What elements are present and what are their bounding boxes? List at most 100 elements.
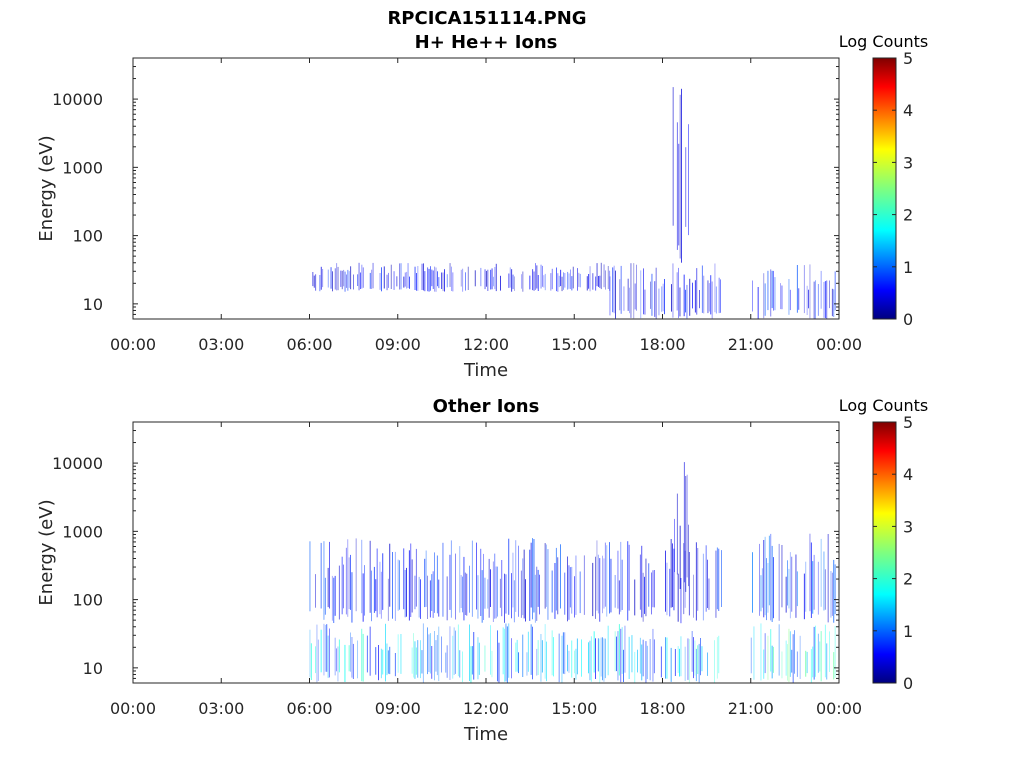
data-streak (666, 637, 668, 679)
data-streak (546, 641, 547, 682)
data-streak (400, 263, 402, 290)
data-streak (344, 271, 346, 292)
data-streak (768, 535, 770, 606)
data-streak (707, 280, 709, 314)
data-streak (757, 287, 759, 319)
data-streak (781, 545, 783, 608)
data-streak (558, 633, 560, 683)
data-streak (599, 275, 601, 288)
data-streak (701, 646, 703, 672)
data-streak (393, 271, 395, 290)
data-streak (681, 88, 682, 263)
data-streak (785, 576, 787, 613)
data-streak (491, 650, 493, 678)
data-streak (533, 271, 535, 291)
data-streak (315, 574, 316, 608)
data-streak (720, 279, 721, 313)
data-streak (791, 556, 793, 612)
data-streak (449, 626, 451, 680)
data-streak (381, 267, 382, 292)
data-streak (358, 262, 360, 291)
data-streak (417, 640, 419, 678)
data-streak (452, 272, 454, 292)
data-streak (547, 549, 549, 620)
data-streak (537, 640, 539, 675)
data-streak (413, 633, 414, 678)
data-streak (385, 623, 386, 682)
data-streak (512, 552, 514, 608)
data-streak (508, 623, 510, 678)
data-streak (369, 540, 371, 613)
data-streak (530, 542, 532, 608)
panel-2: Other Ions 00:00 03:00 06:00 09:00 12:00 15:00… (36, 396, 928, 745)
data-streak (773, 646, 774, 673)
data-streak (716, 547, 718, 610)
data-streak (575, 648, 577, 680)
data-streak (815, 280, 816, 319)
data-streak (319, 275, 321, 292)
panel-1: H+ He++ Ions 00:00 03:00 06:00 09:00 12:00 15:… (36, 32, 928, 381)
data-streak (483, 553, 484, 620)
data-streak (633, 263, 635, 319)
data-streak (831, 288, 833, 317)
data-streak (794, 630, 795, 674)
data-streak (617, 631, 619, 681)
data-streak (449, 263, 451, 287)
data-streak (564, 632, 566, 675)
data-streak (526, 652, 528, 676)
data-streak (715, 286, 717, 314)
data-streak (558, 275, 560, 288)
data-streak (679, 287, 681, 317)
data-streak (474, 270, 476, 287)
data-streak (721, 550, 722, 607)
data-streak (369, 626, 371, 676)
x-tick-label: 21:00 (728, 699, 774, 718)
data-streak (407, 263, 409, 288)
data-streak (382, 649, 384, 675)
data-streak (499, 578, 501, 608)
data-streak (789, 289, 791, 311)
y-tick-label: 10000 (52, 454, 103, 473)
data-streak (442, 272, 444, 292)
data-streak (544, 273, 546, 291)
data-streak (502, 627, 504, 675)
data-streak (362, 573, 364, 622)
data-streak (581, 639, 582, 677)
data-streak (424, 558, 426, 608)
data-streak (695, 542, 697, 621)
data-streak (484, 577, 486, 609)
data-streak (399, 263, 401, 290)
data-streak (375, 647, 377, 675)
data-streak (551, 268, 553, 290)
data-streak (634, 283, 636, 310)
data-streak (312, 272, 314, 287)
data-streak (441, 636, 442, 673)
data-streak (823, 551, 825, 611)
data-streak (763, 649, 765, 679)
data-streak (497, 566, 498, 617)
data-streak (803, 265, 805, 314)
data-streak (554, 563, 556, 619)
data-streak (589, 640, 591, 681)
data-streak (557, 557, 559, 615)
data-streak (829, 631, 830, 672)
data-streak (360, 272, 361, 289)
data-streak (708, 283, 710, 312)
data-streak (441, 272, 443, 289)
data-streak (771, 270, 773, 309)
x-tick-label: 18:00 (639, 335, 685, 354)
data-streak (390, 264, 392, 289)
data-streak (515, 642, 517, 672)
data-streak (316, 624, 318, 683)
data-streak (334, 637, 336, 676)
data-streak (683, 274, 685, 317)
data-streak (414, 641, 416, 679)
data-streak (505, 574, 507, 614)
data-streak (778, 624, 780, 676)
data-streak (824, 624, 826, 678)
data-streak (553, 637, 554, 677)
data-streak (630, 263, 632, 318)
data-streak (641, 644, 643, 681)
data-streak (537, 569, 539, 607)
